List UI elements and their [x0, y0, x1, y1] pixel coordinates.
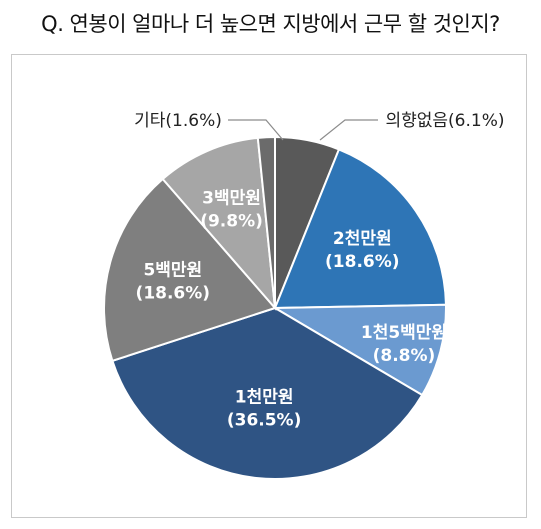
slice-label-0: 의향없음(6.1%) [385, 111, 504, 131]
slice-label-2: 1천5백만원 [361, 323, 447, 343]
pie-slice-3 [111, 306, 424, 480]
slice-value-3: (36.5%) [227, 411, 302, 431]
pie-slice-1 [273, 148, 447, 310]
pie-slice-2 [271, 303, 447, 397]
slice-label-4: 5백만원 [143, 261, 202, 281]
pie-labels: 의향없음(6.1%) 2천만원 (18.6%) 1천5백만원 (8.8%) 1천만원 (36… [134, 111, 504, 431]
slice-label-6: 기타(1.6%) [134, 111, 222, 131]
slice-value-2: (8.8%) [373, 346, 436, 366]
pie-slices [103, 135, 447, 480]
pie-slice-4 [103, 177, 277, 363]
chart-title: Q. 연봉이 얼마나 더 높으면 지방에서 근무 할 것인지? [41, 12, 500, 36]
slice-label-3: 1천만원 [235, 388, 294, 408]
leader-line-0 [319, 119, 378, 141]
leader-line-6 [228, 119, 284, 141]
slice-label-5: 3백만원 [202, 189, 261, 209]
slice-value-5: (9.8%) [200, 212, 263, 232]
slice-value-4: (18.6%) [136, 284, 211, 304]
slice-value-1: (18.6%) [325, 252, 400, 272]
slice-label-1: 2천만원 [333, 229, 392, 249]
pie-slice-6 [256, 135, 276, 309]
pie-slice-5 [161, 136, 277, 312]
